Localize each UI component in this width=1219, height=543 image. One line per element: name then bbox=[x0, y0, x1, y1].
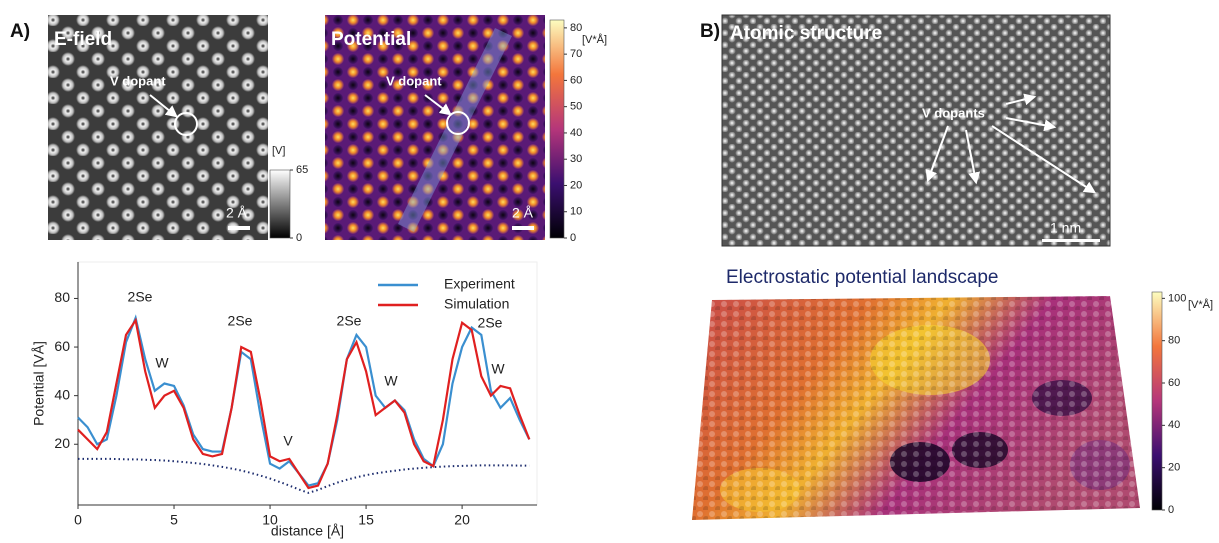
panel-label: A) bbox=[10, 21, 30, 42]
atomic-image bbox=[722, 15, 1110, 246]
y-tick-label: 40 bbox=[54, 386, 70, 402]
x-tick-label: 20 bbox=[454, 512, 470, 528]
colorbar-tick-label: 80 bbox=[1168, 335, 1180, 347]
y-tick-label: 20 bbox=[54, 435, 70, 451]
colorbar-unit: [V*Å] bbox=[582, 33, 607, 46]
annotation: V dopants bbox=[922, 105, 985, 120]
peak-annotation: 2Se bbox=[128, 289, 153, 305]
annotation: V dopant bbox=[110, 73, 166, 88]
colorbar-tick-label: 40 bbox=[1168, 419, 1180, 431]
peak-annotation: W bbox=[384, 373, 398, 389]
colorbar-unit: [V*Å] bbox=[1188, 298, 1213, 311]
colorbar-tick-label: 0 bbox=[296, 232, 302, 244]
figure: A) E-field V dopant 2 Å Potential V dopa… bbox=[0, 0, 1219, 543]
peak-annotation: 2Se bbox=[228, 313, 253, 329]
colorbar-tick-label: 20 bbox=[1168, 462, 1180, 474]
x-tick-label: 5 bbox=[170, 512, 178, 528]
colorbar-tick-label: 100 bbox=[1168, 292, 1186, 304]
panel-label: B) bbox=[700, 21, 720, 42]
series-line bbox=[78, 459, 529, 493]
peak-annotation: W bbox=[491, 361, 505, 377]
image-title: Atomic structure bbox=[730, 23, 882, 44]
scale-bar-label: 2 Å bbox=[512, 205, 534, 221]
colorbar-tick-label: 70 bbox=[570, 48, 582, 60]
scale-bar bbox=[512, 226, 534, 230]
peak-annotation: V bbox=[283, 433, 293, 449]
colorbar-tick-label: 30 bbox=[570, 153, 582, 165]
peak-annotation: 2Se bbox=[337, 313, 362, 329]
colorbar bbox=[550, 20, 564, 238]
scale-bar bbox=[1042, 239, 1100, 242]
colorbar-tick-label: 0 bbox=[1168, 504, 1174, 516]
colorbar-tick-label: 50 bbox=[570, 101, 582, 113]
x-tick-label: 0 bbox=[74, 512, 82, 528]
colorbar-tick-label: 65 bbox=[296, 164, 308, 176]
scale-bar-label: 1 nm bbox=[1050, 220, 1081, 236]
peak-annotation: W bbox=[155, 355, 169, 371]
colorbar-tick-label: 60 bbox=[570, 74, 582, 86]
colorbar-tick-label: 60 bbox=[1168, 377, 1180, 389]
landscape-surface bbox=[692, 296, 1140, 520]
x-tick-label: 15 bbox=[358, 512, 374, 528]
landscape-title: Electrostatic potential landscape bbox=[726, 267, 999, 288]
colorbar bbox=[1152, 292, 1162, 510]
legend-label: Experiment bbox=[444, 276, 515, 292]
y-tick-label: 60 bbox=[54, 338, 70, 354]
peak-annotation: 2Se bbox=[478, 315, 503, 331]
colorbar-tick-label: 40 bbox=[570, 127, 582, 139]
colorbar-tick-label: 80 bbox=[570, 22, 582, 34]
colorbar bbox=[270, 170, 290, 238]
y-tick-label: 80 bbox=[54, 289, 70, 305]
colorbar-tick-label: 10 bbox=[570, 206, 582, 218]
colorbar-tick-label: 0 bbox=[570, 232, 576, 244]
x-axis-label: distance [Å] bbox=[271, 523, 344, 539]
legend-label: Simulation bbox=[444, 296, 509, 312]
colorbar-tick-label: 20 bbox=[570, 179, 582, 191]
series-line bbox=[78, 320, 529, 488]
colorbar-unit: [V] bbox=[272, 145, 285, 157]
image-title: Potential bbox=[331, 29, 411, 50]
scale-bar bbox=[228, 226, 250, 230]
annotation: V dopant bbox=[386, 73, 442, 88]
scale-bar-label: 2 Å bbox=[226, 205, 248, 221]
y-axis-label: Potential [VÅ] bbox=[31, 341, 47, 426]
image-title: E-field bbox=[54, 29, 112, 50]
